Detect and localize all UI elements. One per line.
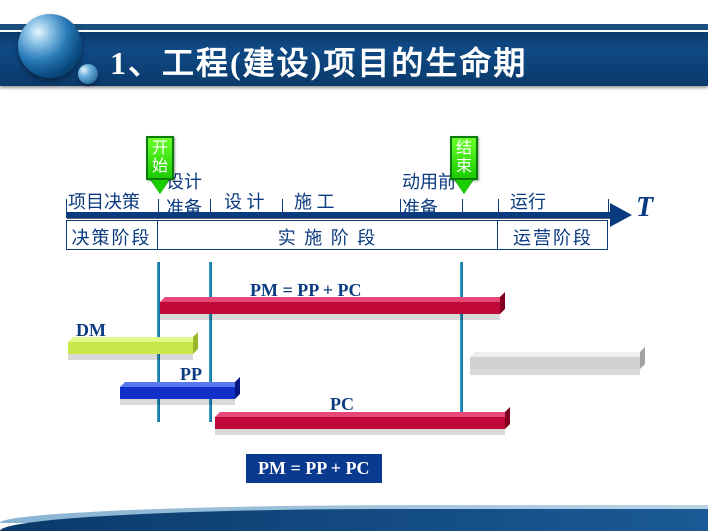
page-title: 1、工程(建设)项目的生命期 bbox=[110, 38, 527, 84]
stage-box: 决策阶段 bbox=[66, 220, 158, 250]
formula-box: PM = PP + PC bbox=[246, 454, 382, 483]
guide-vline bbox=[460, 262, 463, 422]
marker-arrow bbox=[455, 180, 473, 194]
marker-end: 结束 bbox=[450, 136, 478, 180]
axis-tick bbox=[282, 199, 283, 213]
axis-tick bbox=[462, 199, 463, 213]
bar-dm bbox=[68, 342, 193, 354]
header-thin-strip bbox=[0, 24, 708, 30]
marker-start: 开始 bbox=[146, 136, 174, 180]
axis-tick bbox=[210, 199, 211, 213]
bar-pc bbox=[215, 417, 505, 429]
bar-pp bbox=[120, 387, 235, 399]
bar-label-pp: PP bbox=[180, 364, 202, 385]
bar-op bbox=[470, 357, 640, 369]
lifecycle-diagram: T项目决策设计准备设 计施 工动用前准备运行决策阶段实 施 阶 段运营阶段开始结… bbox=[60, 132, 660, 492]
logo-mini-sphere bbox=[78, 64, 98, 84]
axis-tick bbox=[158, 199, 159, 213]
phase-label: 项目决策 bbox=[68, 188, 156, 214]
phase-label: 设 计 bbox=[224, 188, 278, 214]
axis-tick bbox=[498, 199, 499, 213]
logo-sphere bbox=[18, 14, 82, 78]
axis-tick bbox=[66, 199, 67, 213]
bar-label-pc: PC bbox=[330, 394, 354, 415]
marker-arrow bbox=[151, 180, 169, 194]
bar-label-pm: PM = PP + PC bbox=[250, 280, 362, 301]
axis-tick bbox=[400, 199, 401, 213]
bar-pm bbox=[160, 302, 500, 314]
phase-label: 施 工 bbox=[294, 188, 400, 214]
timeline-arrowhead bbox=[610, 203, 632, 227]
phase-label: 运行 bbox=[510, 188, 580, 214]
axis-label-t: T bbox=[636, 192, 653, 224]
stage-box: 实 施 阶 段 bbox=[158, 220, 498, 250]
bar-label-dm: DM bbox=[76, 320, 106, 341]
axis-tick bbox=[608, 199, 609, 213]
stage-box: 运营阶段 bbox=[498, 220, 608, 250]
